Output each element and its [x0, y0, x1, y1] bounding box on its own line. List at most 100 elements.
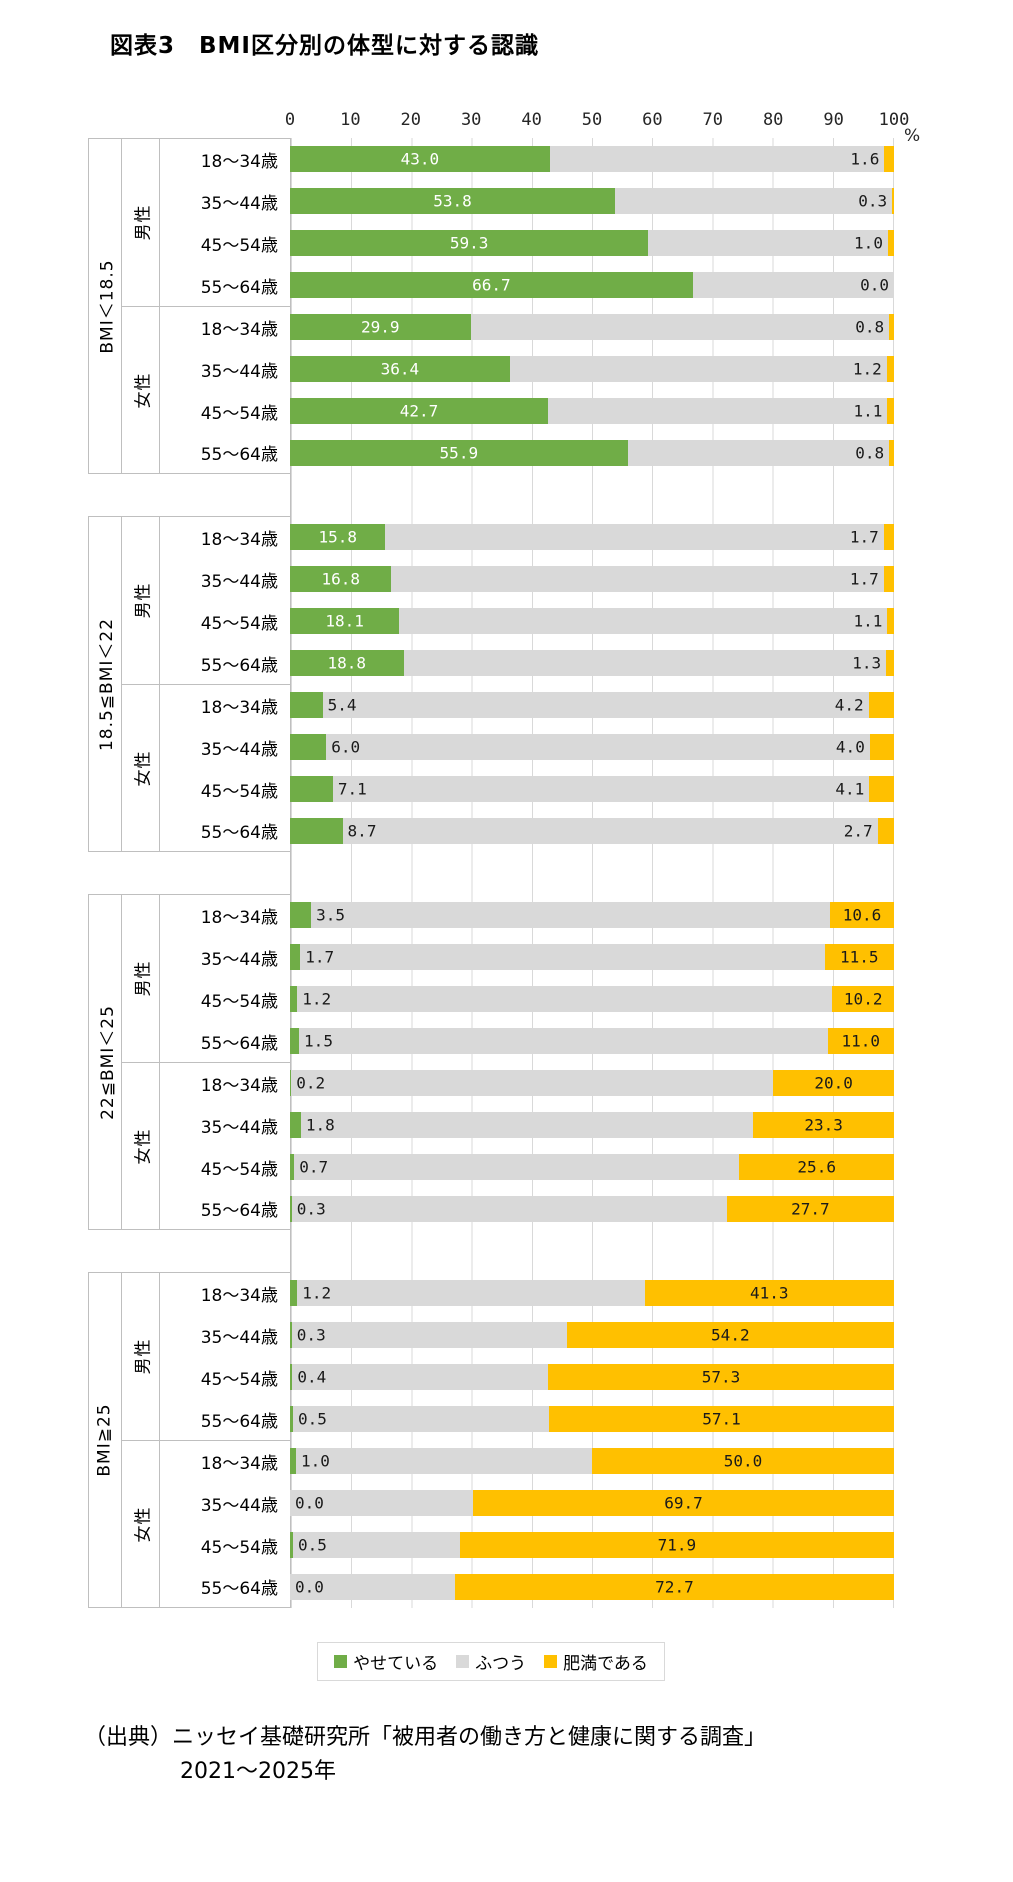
age-label: 45〜54歳	[200, 1537, 278, 1558]
value-label-obese: 0.3	[858, 191, 888, 211]
bar-segment-normal	[291, 1196, 727, 1222]
stacked-bar	[290, 1574, 894, 1600]
bar-row: 0.4 57.3	[290, 1356, 894, 1398]
age-label: 35〜44歳	[200, 1495, 278, 1516]
stacked-bar	[290, 1490, 894, 1516]
axis-tick: 20	[400, 110, 422, 130]
value-label-obese: 54.2	[711, 1325, 750, 1345]
axis-tick: 40	[521, 110, 542, 130]
value-label-thin: 15.8	[318, 527, 357, 547]
value-label-obese: 20.0	[814, 1073, 853, 1093]
stacked-bar	[290, 692, 894, 718]
age-label: 45〜54歳	[200, 781, 278, 802]
value-label-obese: 0.8	[855, 317, 885, 337]
value-label-thin: 16.8	[321, 569, 360, 589]
bar-segment-normal	[293, 1532, 460, 1558]
x-axis: % 0 10 20 30 40 50 60 70 80 90 100	[285, 110, 920, 146]
bar-segment-normal	[297, 1280, 645, 1306]
stacked-bar	[290, 272, 894, 298]
bar-segment-normal	[291, 1070, 774, 1096]
stacked-bar	[290, 902, 894, 928]
bar-segment-thin	[290, 356, 510, 382]
age-label: 35〜44歳	[200, 193, 278, 214]
bmi-group-label: BMI≧25	[88, 1272, 122, 1608]
bar-segment-normal	[300, 1112, 754, 1138]
stacked-bar	[290, 650, 894, 676]
bar-segment-normal	[322, 692, 869, 718]
value-label-thin: 66.7	[472, 275, 511, 295]
stacked-bar	[290, 314, 894, 340]
stacked-bar	[290, 1532, 894, 1558]
bar-segment-obese	[869, 734, 894, 760]
age-label: 55〜64歳	[200, 655, 278, 676]
bar-row: 42.7 1.1	[290, 390, 894, 432]
bmi-group-label-text: BMI≧25	[95, 1403, 116, 1477]
value-label-obese: 23.3	[804, 1115, 843, 1135]
age-label: 55〜64歳	[200, 277, 278, 298]
legend-wrap: やせている ふつう 肥満である	[88, 1642, 894, 1681]
bar-segment-obese	[726, 1196, 894, 1222]
bar-row: 0.5 57.1	[290, 1398, 894, 1440]
bar-segment-obese	[547, 1364, 894, 1390]
bar-row: 43.0 1.6	[290, 138, 894, 180]
value-label-obese: 0.0	[860, 275, 889, 295]
value-label-thin: 8.7	[347, 821, 377, 841]
value-label-obese: 50.0	[723, 1451, 763, 1471]
bar-segment-thin	[290, 818, 343, 844]
gender-label-text: 男性	[133, 204, 153, 241]
age-label: 45〜54歳	[200, 1159, 278, 1180]
value-label-thin: 0.7	[299, 1157, 329, 1177]
bar-segment-normal	[332, 776, 870, 802]
bar-row: 5.4 4.2	[290, 684, 894, 726]
axis-tick: 80	[762, 110, 784, 130]
bar-segment-thin	[290, 608, 400, 634]
group-gap	[88, 474, 894, 516]
axis-tick: 50	[581, 110, 603, 130]
bar-segment-obese	[549, 1406, 894, 1432]
bmi-group-label-text: 22≦BMI＜25	[97, 1004, 118, 1120]
bar-segment-thin	[290, 524, 386, 550]
age-label: 18〜34歳	[160, 516, 290, 558]
bar-segment-obese	[459, 1532, 894, 1558]
stacked-bar	[290, 944, 894, 970]
value-label-thin: 36.4	[380, 359, 420, 379]
bar-segment-normal	[391, 566, 884, 592]
legend-swatch-0	[334, 1655, 348, 1668]
bar-segment-thin	[290, 188, 615, 214]
value-label-obese: 1.1	[853, 401, 883, 421]
value-label-obese: 11.0	[841, 1031, 881, 1051]
bar-segment-obese	[773, 1070, 894, 1096]
stacked-bar	[290, 1196, 894, 1222]
bar-segment-normal	[300, 944, 825, 970]
bar-segment-obese	[883, 524, 894, 550]
bar-segment-obese	[644, 1280, 894, 1306]
age-label: 35〜44歳	[200, 1117, 278, 1138]
bar-segment-obese	[824, 944, 894, 970]
bar-segment-normal	[470, 314, 890, 340]
bar-segment-normal	[293, 1406, 550, 1432]
bar-row: 0.3 27.7	[290, 1188, 894, 1230]
bar-segment-thin	[290, 1364, 293, 1390]
bar-segment-normal	[692, 272, 894, 298]
bar-row: 1.5 11.0	[290, 1020, 894, 1062]
value-label-thin: 59.3	[449, 233, 489, 253]
gender-label: 男性	[122, 1272, 160, 1440]
bar-row: 6.0 4.0	[290, 726, 894, 768]
source-line-1: （出典）ニッセイ基礎研究所「被用者の働き方と健康に関する調査」	[84, 1725, 767, 1750]
bar-segment-obese	[473, 1490, 894, 1516]
bar-segment-normal	[326, 734, 870, 760]
stacked-bar	[290, 440, 894, 466]
bar-row: 29.9 0.8	[290, 306, 894, 348]
bar-segment-thin	[290, 1154, 295, 1180]
bar-segment-normal	[292, 1364, 548, 1390]
value-label-thin: 18.1	[325, 611, 364, 631]
value-label-obese: 27.7	[791, 1199, 830, 1219]
value-label-obese: 1.6	[850, 149, 880, 169]
legend-label: 肥満である	[563, 1654, 648, 1674]
bar-row: 1.2 10.2	[290, 978, 894, 1020]
bar-segment-normal	[648, 230, 888, 256]
value-label-thin: 1.5	[304, 1031, 333, 1051]
bar-segment-thin	[290, 146, 550, 172]
page-title: 図表3 BMI区分別の体型に対する認識	[110, 33, 539, 59]
bar-segment-obese	[753, 1112, 894, 1138]
